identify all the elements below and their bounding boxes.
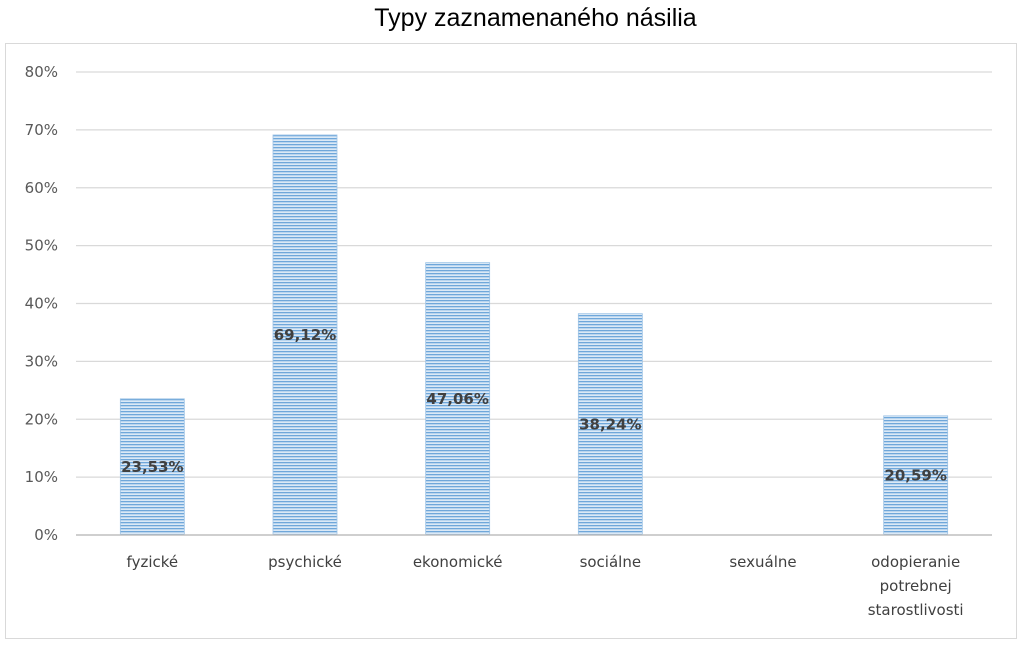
category-label-line: sociálne bbox=[580, 553, 642, 571]
category-label: odopieranie potrebnej starostlivosti bbox=[868, 553, 964, 619]
y-tick-label: 10% bbox=[25, 468, 58, 486]
data-label: 47,06% bbox=[426, 390, 488, 408]
data-label: 38,24% bbox=[579, 415, 641, 433]
y-axis-tick-labels: 0% 10% 20% 30% 40% 50% 60% 70% 80% bbox=[25, 63, 58, 544]
bar-data-labels: 23,53% 69,12% 47,06% 38,24% 20,59% bbox=[121, 326, 947, 484]
y-tick-label: 20% bbox=[25, 410, 58, 428]
y-tick-label: 60% bbox=[25, 179, 58, 197]
category-label: fyzické bbox=[127, 553, 179, 571]
data-label: 69,12% bbox=[274, 326, 336, 344]
category-label: sociálne bbox=[580, 553, 642, 571]
category-label-line: ekonomické bbox=[413, 553, 503, 571]
category-label-line: odopieranie bbox=[871, 553, 960, 571]
bar bbox=[119, 398, 185, 536]
data-label: 23,53% bbox=[121, 458, 183, 476]
data-label: 20,59% bbox=[884, 466, 946, 484]
y-tick-label: 50% bbox=[25, 237, 58, 255]
bar bbox=[577, 313, 643, 536]
category-label: ekonomické bbox=[413, 553, 503, 571]
y-tick-label: 30% bbox=[25, 352, 58, 370]
y-tick-label: 40% bbox=[25, 295, 58, 313]
category-label-line: psychické bbox=[268, 553, 342, 571]
bar bbox=[883, 415, 949, 536]
x-axis-category-labels: fyzické psychické ekonomické sociálne sexuál… bbox=[127, 553, 964, 619]
y-tick-label: 80% bbox=[25, 63, 58, 81]
gridlines bbox=[76, 71, 992, 478]
chart-title: Typy zaznamenaného násilia bbox=[374, 4, 697, 32]
y-tick-label: 0% bbox=[34, 526, 58, 544]
bars bbox=[119, 134, 949, 536]
category-label: psychické bbox=[268, 553, 342, 571]
category-label-line: sexuálne bbox=[729, 553, 796, 571]
y-tick-label: 70% bbox=[25, 121, 58, 139]
category-label-line: fyzické bbox=[127, 553, 179, 571]
category-label-line: potrebnej bbox=[880, 577, 952, 595]
bar bbox=[425, 262, 491, 536]
bar bbox=[272, 134, 338, 536]
category-label-line: starostlivosti bbox=[868, 601, 964, 619]
category-label: sexuálne bbox=[729, 553, 796, 571]
chart-frame bbox=[5, 43, 1017, 639]
